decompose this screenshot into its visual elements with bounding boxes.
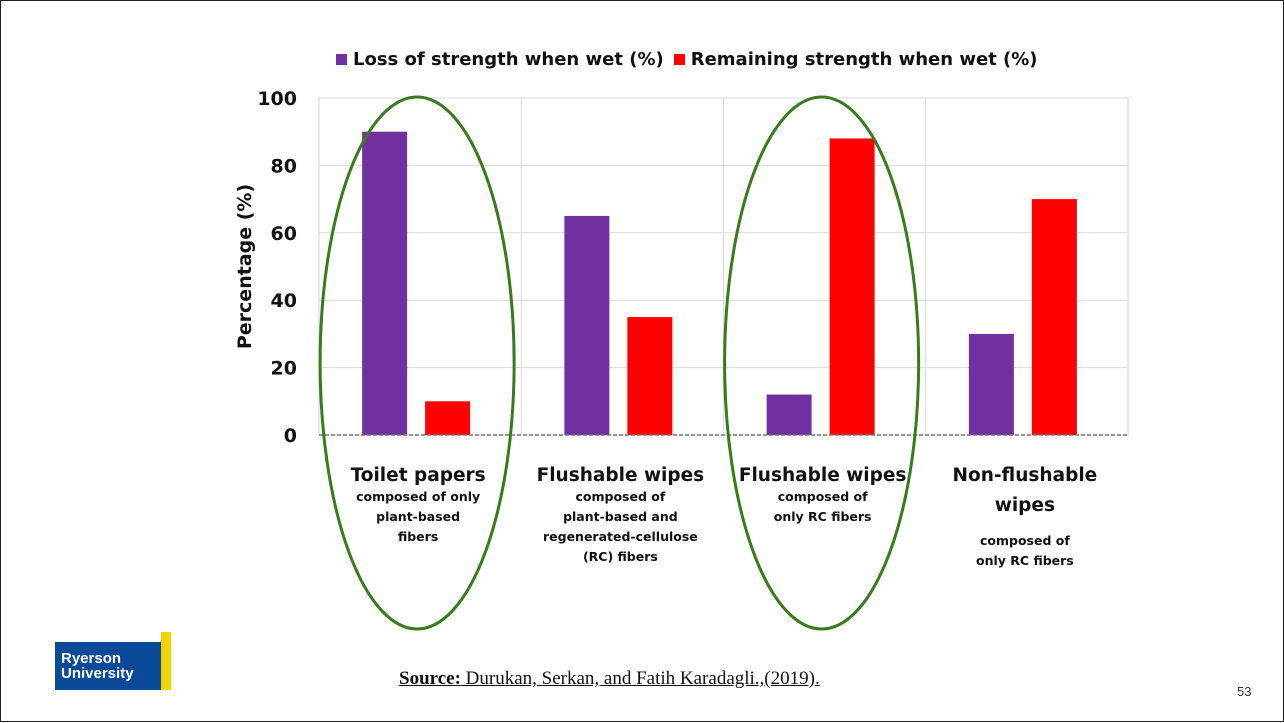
y-tick-label: 100 bbox=[257, 88, 297, 110]
logo-line-2: University bbox=[61, 665, 134, 682]
category-description: regenerated-cellulose bbox=[543, 529, 698, 544]
y-tick-label: 20 bbox=[271, 358, 297, 380]
category-description: composed of only bbox=[356, 489, 480, 504]
bar-loss bbox=[766, 394, 812, 435]
bar-loss bbox=[564, 215, 610, 435]
page-number: 53 bbox=[1237, 684, 1252, 699]
source-text: Durukan, Serkan, and Fatih Karadagli.,(2… bbox=[460, 668, 820, 689]
legend-swatch-loss bbox=[336, 54, 347, 65]
bar-loss bbox=[968, 333, 1014, 435]
category-title: Non-flushable bbox=[953, 465, 1098, 486]
bar-remaining bbox=[829, 138, 875, 435]
bar-remaining bbox=[627, 317, 673, 435]
highlight-ellipse bbox=[723, 95, 921, 631]
y-axis-label: Percentage (%) bbox=[234, 184, 256, 349]
legend-entry-loss: Loss of strength when wet (%) bbox=[336, 49, 664, 70]
source-citation: Source: Durukan, Serkan, and Fatih Karad… bbox=[399, 668, 820, 690]
bar-loss bbox=[362, 131, 408, 435]
ryerson-university-logo: Ryerson University bbox=[55, 632, 173, 692]
category-description: fibers bbox=[398, 529, 438, 544]
category-description: composed of bbox=[980, 533, 1070, 548]
legend-label-remaining: Remaining strength when wet (%) bbox=[690, 49, 1038, 70]
bar-remaining bbox=[1031, 199, 1077, 435]
source-label: Source: bbox=[399, 668, 461, 689]
y-tick-label: 40 bbox=[271, 290, 297, 312]
category-title: wipes bbox=[995, 495, 1055, 516]
category-title: Toilet papers bbox=[351, 465, 486, 486]
y-tick-label: 80 bbox=[271, 155, 297, 177]
logo-yellow-bar bbox=[161, 632, 171, 690]
bar-remaining bbox=[425, 401, 471, 435]
category-description: (RC) fibers bbox=[583, 549, 658, 564]
chart-legend: Loss of strength when wet (%) Remaining … bbox=[336, 49, 1048, 70]
y-tick-label: 0 bbox=[284, 425, 297, 447]
category-description: composed of bbox=[575, 489, 665, 504]
y-tick-label: 60 bbox=[271, 223, 297, 245]
category-description: only RC fibers bbox=[774, 509, 872, 524]
legend-swatch-remaining bbox=[673, 54, 685, 65]
category-description: only RC fibers bbox=[976, 553, 1074, 568]
logo-text: Ryerson University bbox=[61, 651, 134, 681]
category-description: plant-based bbox=[376, 509, 460, 524]
category-title: Flushable wipes bbox=[739, 465, 907, 486]
logo-blue-block bbox=[55, 642, 161, 690]
legend-label-loss: Loss of strength when wet (%) bbox=[353, 49, 664, 70]
logo-line-1: Ryerson bbox=[61, 650, 122, 667]
category-description: composed of bbox=[778, 489, 868, 504]
highlight-ellipse bbox=[318, 95, 516, 631]
category-title: Flushable wipes bbox=[537, 465, 705, 486]
legend-entry-remaining: Remaining strength when wet (%) bbox=[673, 49, 1038, 70]
category-description: plant-based and bbox=[563, 509, 678, 524]
